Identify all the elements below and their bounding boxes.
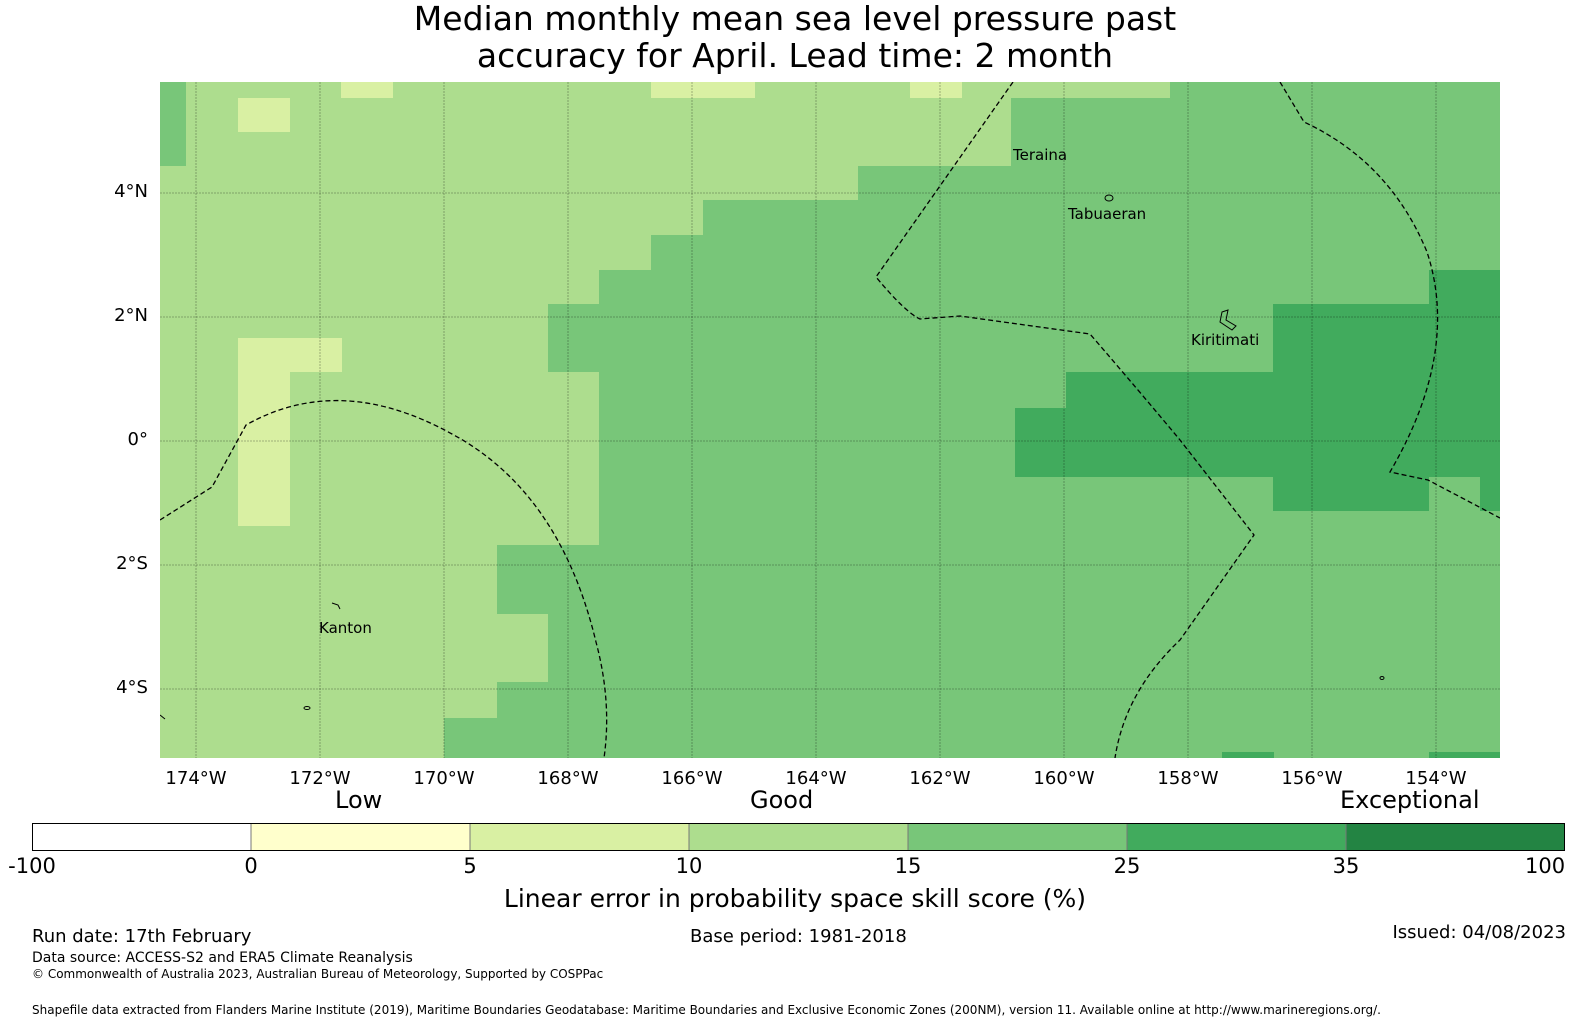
lon-tick: 166°W bbox=[661, 768, 723, 789]
lon-tick: 162°W bbox=[909, 768, 971, 789]
lon-tick: 170°W bbox=[413, 768, 475, 789]
good-skill-cells bbox=[160, 82, 1500, 758]
lat-tick: 2°S bbox=[116, 553, 148, 574]
copyright: © Commonwealth of Australia 2023, Austra… bbox=[32, 967, 604, 981]
place-label-tabuaeran: Tabuaeran bbox=[1068, 205, 1147, 223]
colorbar-tick: 0 bbox=[244, 854, 258, 878]
colorbar-segment bbox=[251, 823, 470, 851]
place-label-kanton: Kanton bbox=[319, 619, 372, 637]
shapefile-credit: Shapefile data extracted from Flanders M… bbox=[32, 1003, 1381, 1017]
kiritimati-island bbox=[1219, 309, 1237, 331]
place-label-teraina: Teraina bbox=[1013, 146, 1068, 164]
colorbar-tick: 15 bbox=[894, 854, 922, 878]
lon-tick: 158°W bbox=[1157, 768, 1219, 789]
very-good-skill-cells bbox=[1015, 270, 1500, 758]
lon-tick: 154°W bbox=[1405, 768, 1467, 789]
colorbar-tick: 5 bbox=[463, 854, 477, 878]
run-date: Run date: 17th February bbox=[32, 926, 252, 947]
tabuaeran-island bbox=[1104, 194, 1114, 202]
eez-boundary-kanton bbox=[160, 399, 608, 758]
colorbar-segment bbox=[689, 823, 908, 851]
category-low: Low bbox=[335, 786, 383, 814]
islet-1 bbox=[303, 706, 311, 710]
colorbar-segment bbox=[1346, 823, 1565, 851]
lon-tick: 156°W bbox=[1281, 768, 1343, 789]
skill-map bbox=[160, 82, 1500, 758]
colorbar bbox=[32, 823, 1565, 851]
title-line-2: accuracy for April. Lead time: 2 month bbox=[476, 36, 1114, 75]
lat-tick: 0° bbox=[127, 429, 148, 450]
eez-boundary-line-islands bbox=[875, 82, 1255, 758]
title-line-1: Median monthly mean sea level pressure p… bbox=[413, 0, 1177, 38]
eez-boundaries bbox=[160, 82, 1500, 758]
place-label-kiritimati: Kiritimati bbox=[1191, 331, 1260, 349]
colorbar-segment bbox=[1127, 823, 1346, 851]
islet-2 bbox=[1379, 676, 1385, 680]
colorbar-tick: -100 bbox=[8, 854, 56, 878]
data-source: Data source: ACCESS-S2 and ERA5 Climate … bbox=[32, 950, 413, 966]
lon-tick: 174°W bbox=[165, 768, 227, 789]
colorbar-tick: 35 bbox=[1332, 854, 1360, 878]
base-period: Base period: 1981-2018 bbox=[690, 926, 907, 947]
colorbar-tick: 25 bbox=[1113, 854, 1141, 878]
colorbar-segment bbox=[470, 823, 689, 851]
islet-3 bbox=[160, 714, 166, 720]
island-outlines bbox=[160, 194, 1385, 720]
colorbar-title: Linear error in probability space skill … bbox=[503, 884, 1087, 913]
chart-title: Median monthly mean sea level pressure p… bbox=[0, 0, 1590, 74]
colorbar-tick: 10 bbox=[675, 854, 703, 878]
lat-tick: 2°N bbox=[114, 305, 148, 326]
lon-tick: 172°W bbox=[289, 768, 351, 789]
eez-boundary-east bbox=[1279, 82, 1500, 519]
kanton-island bbox=[331, 602, 341, 610]
lon-tick: 160°W bbox=[1033, 768, 1095, 789]
graticule bbox=[160, 82, 1500, 758]
low-skill-cells bbox=[238, 82, 962, 526]
category-exceptional: Exceptional bbox=[1340, 786, 1480, 814]
colorbar-tick: 100 bbox=[1525, 854, 1566, 878]
colorbar-segment bbox=[908, 823, 1127, 851]
lat-tick: 4°N bbox=[114, 181, 148, 202]
lat-tick: 4°S bbox=[116, 677, 148, 698]
colorbar-segment bbox=[32, 823, 251, 851]
colorbar-frame bbox=[32, 823, 1565, 851]
category-good: Good bbox=[750, 786, 814, 814]
issued-date: Issued: 04/08/2023 bbox=[1392, 922, 1566, 943]
lon-tick: 168°W bbox=[537, 768, 599, 789]
lon-tick: 164°W bbox=[785, 768, 847, 789]
